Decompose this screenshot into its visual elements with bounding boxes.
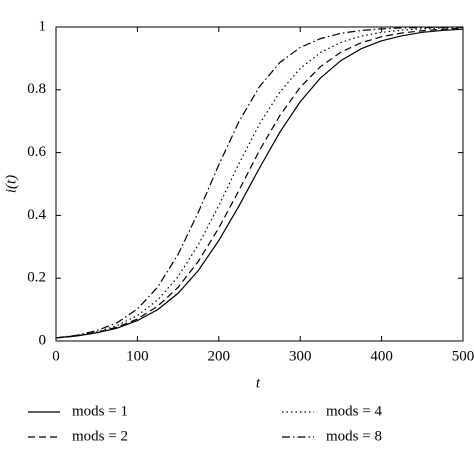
series-line <box>55 27 464 339</box>
x-tick-label: 500 <box>452 348 474 364</box>
y-tick-label: 1 <box>39 18 47 34</box>
y-tick-label: 0 <box>39 332 47 348</box>
series-line <box>55 26 463 339</box>
x-tick-label: 0 <box>52 348 60 364</box>
x-tick-label: 400 <box>370 348 393 364</box>
series-line <box>55 28 464 339</box>
x-axis-label: t <box>256 375 261 391</box>
y-tick-label: 0.8 <box>27 81 46 97</box>
y-axis-label: i(t) <box>3 175 19 193</box>
y-tick-label: 0.4 <box>27 207 46 223</box>
series-line <box>55 27 464 339</box>
legend-label: mods = 4 <box>326 403 382 419</box>
legend-label: mods = 2 <box>72 428 128 444</box>
plot-frame <box>55 26 464 342</box>
y-tick-label: 0.2 <box>27 270 46 286</box>
legend-label: mods = 8 <box>326 428 382 444</box>
x-tick-label: 100 <box>126 348 149 364</box>
x-tick-label: 200 <box>208 348 231 364</box>
legend-label: mods = 1 <box>72 403 128 419</box>
y-tick-label: 0.6 <box>27 144 46 160</box>
x-tick-label: 300 <box>289 348 312 364</box>
